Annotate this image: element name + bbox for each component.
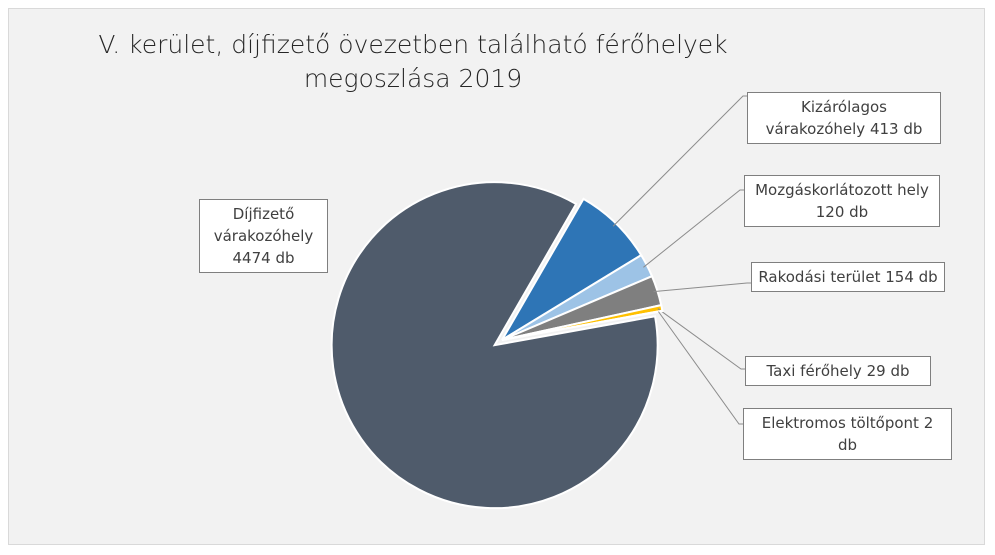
leader-line bbox=[657, 308, 745, 370]
data-label: Mozgáskorlátozott hely 120 db bbox=[744, 175, 940, 227]
leader-line bbox=[612, 95, 747, 227]
pie-slice bbox=[501, 309, 664, 341]
leader-line bbox=[653, 282, 751, 293]
pie-slice bbox=[330, 181, 659, 510]
category-name: Elektromos töltőpont bbox=[761, 414, 919, 432]
data-label: Rakodási terület 154 db bbox=[751, 262, 945, 292]
data-label: Elektromos töltőpont 2 db bbox=[743, 408, 952, 460]
data-label: Díjfizető várakozóhely 4474 db bbox=[199, 199, 328, 273]
value-label: 120 db bbox=[815, 203, 869, 221]
leader-line bbox=[643, 189, 744, 268]
category-name: Taxi férőhely bbox=[766, 362, 862, 380]
value-label: 413 db bbox=[869, 120, 923, 138]
data-label: Taxi férőhely 29 db bbox=[745, 356, 931, 386]
value-label: 154 db bbox=[885, 268, 938, 286]
data-label: Kizárólagos várakozóhely 413 db bbox=[747, 92, 941, 144]
chart-title: V. kerület, díjfizető övezetben találhat… bbox=[98, 30, 728, 93]
category-name: Díjfizető várakozóhely bbox=[213, 205, 314, 245]
category-name: Kizárólagos várakozóhely bbox=[765, 98, 887, 138]
value-label: 4474 db bbox=[232, 249, 295, 267]
leader-line bbox=[658, 311, 743, 425]
value-label: 2 db bbox=[837, 414, 934, 454]
category-name: Mozgáskorlátozott hely bbox=[755, 181, 929, 199]
value-label: 29 db bbox=[866, 362, 910, 380]
category-name: Rakodási terület bbox=[758, 268, 881, 286]
